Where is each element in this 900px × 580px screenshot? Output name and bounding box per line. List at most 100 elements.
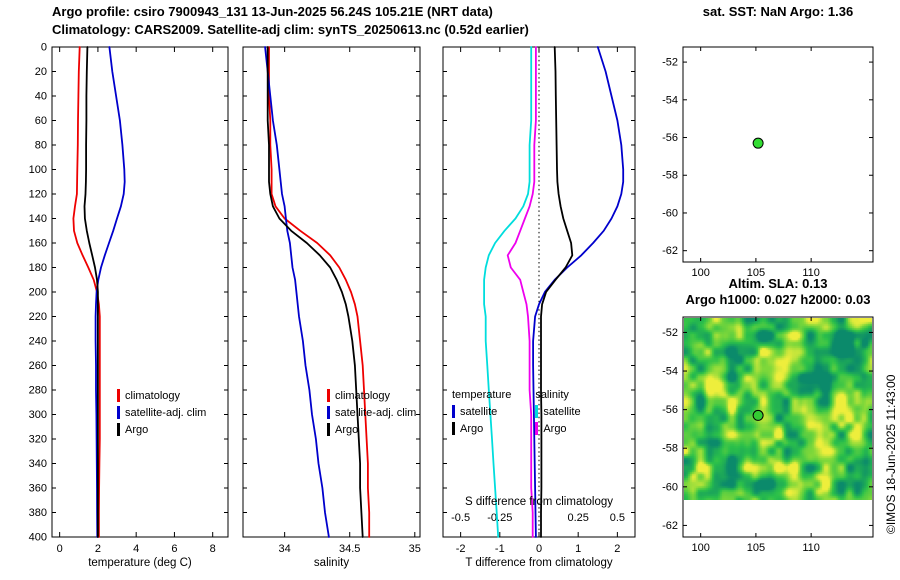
difference-profile-xtick-label: 1	[575, 543, 581, 555]
sla-map-ytick-label: -56	[662, 404, 678, 416]
legend-label: Argo	[335, 423, 359, 436]
s-axis-tick-label: 0.5	[610, 512, 625, 524]
temperature-profile-xtick-label: 4	[133, 543, 139, 555]
legend-column-salinity: salinity satellite Argo	[535, 389, 581, 435]
temperature-profile-xtick-label: 0	[57, 543, 63, 555]
temperature-profile-xtick-label: 2	[95, 543, 101, 555]
sst-map-ytick-label: -62	[662, 245, 678, 257]
sst-map-ytick-label: -60	[662, 207, 678, 219]
sst-map-axes-box	[682, 46, 874, 263]
legend-header-temperature: temperature	[452, 389, 512, 401]
legend-label: satellite	[543, 405, 581, 418]
salinity-profile-xtick-label: 34	[279, 543, 291, 555]
sla-heatmap-canvas	[684, 318, 872, 500]
legend-label: satellite-adj. clim	[125, 406, 207, 419]
depth-tick-label: 280	[29, 385, 47, 397]
temperature-profile-clim-line	[72, 46, 101, 538]
depth-tick-label: 220	[29, 311, 47, 323]
depth-tick-label: 0	[41, 42, 47, 54]
sla-map-xtick-label: 105	[747, 542, 765, 554]
depth-tick-label: 200	[29, 287, 47, 299]
depth-tick-label: 40	[35, 91, 47, 103]
sla-map-title-line2: Argo h1000: 0.027 h2000: 0.03	[685, 292, 871, 307]
sla-map-ytick-label: -54	[662, 366, 678, 378]
argo-line-swatch	[327, 423, 330, 436]
sla-map-title-line1: Altim. SLA: 0.13	[728, 276, 828, 291]
figure-title-line1: Argo profile: csiro 7900943_131 13-Jun-2…	[52, 4, 493, 19]
depth-tick-label: 380	[29, 507, 47, 519]
xlabel-temperature: temperature (deg C)	[88, 557, 192, 569]
difference-profile-t-argo-line	[540, 46, 574, 538]
legend-label: satellite-adj. clim	[335, 406, 417, 419]
depth-tick-label: 120	[29, 189, 47, 201]
depth-tick-label: 400	[29, 532, 47, 544]
legend-label: Argo	[460, 422, 484, 435]
sla-map-xtick-label: 110	[802, 542, 820, 554]
xlabel-salinity: salinity	[313, 557, 350, 569]
satellite-adj-clim-line-swatch	[327, 406, 330, 419]
legend-header-salinity: salinity	[535, 389, 569, 401]
depth-tick-label: 360	[29, 483, 47, 495]
difference-profile-xtick-label: 2	[614, 543, 620, 555]
t-argo-line-swatch	[452, 422, 455, 435]
climatology-line-swatch	[327, 389, 330, 402]
temperature-profile-xtick-label: 8	[210, 543, 216, 555]
s-axis-tick-label: -0.25	[487, 512, 512, 524]
depth-tick-label: 80	[35, 140, 47, 152]
t-satellite-line-swatch	[452, 405, 455, 418]
legend-item-satellite-adj-clim: satellite-adj. clim	[117, 406, 206, 419]
depth-tick-label: 20	[35, 66, 47, 78]
sla-map-ytick-label: -58	[662, 443, 678, 455]
difference-profile-s-argo-line	[506, 46, 537, 538]
argo-line-swatch	[117, 423, 120, 436]
legend-column-temperature: temperature satellite Argo	[452, 389, 511, 435]
sst-map-ytick-label: -52	[662, 57, 678, 69]
copyright-text: ©IMOS 18-Jun-2025 11:43:00	[884, 374, 898, 534]
sst-map-xtick-label: 105	[747, 267, 765, 279]
sst-map-title: sat. SST: NaN Argo: 1.36	[702, 4, 854, 19]
sst-map-xtick-label: 110	[802, 267, 820, 279]
difference-profile-t-sat-line	[532, 46, 625, 538]
s-axis-tick-label: 0.25	[567, 512, 588, 524]
sla-map-ytick-label: -62	[662, 520, 678, 532]
legend-label: climatology	[125, 389, 181, 402]
s-argo-line-swatch	[535, 422, 539, 435]
difference-profile-s-sat-line	[483, 46, 533, 538]
sst-map-ytick-label: -56	[662, 132, 678, 144]
legend-item-argo: Argo	[117, 423, 206, 436]
difference-profile-xtick-label: -2	[456, 543, 466, 555]
legend-item-s-argo: Argo	[535, 422, 580, 435]
depth-tick-label: 300	[29, 409, 47, 421]
sla-map-xtick-label: 100	[691, 542, 709, 554]
depth-tick-label: 60	[35, 115, 47, 127]
sla-map-axes-box	[682, 316, 874, 538]
figure-title-line2: Climatology: CARS2009. Satellite-adj cli…	[52, 22, 529, 37]
difference-profile-xtick-label: -1	[495, 543, 505, 555]
legend-temperature-panel: climatology satellite-adj. clim Argo	[117, 389, 206, 436]
legend-label: satellite	[460, 405, 498, 418]
depth-tick-label: 240	[29, 336, 47, 348]
argo-position-marker	[752, 137, 764, 149]
legend-item-t-satellite: satellite	[452, 405, 511, 418]
sst-map-ytick-label: -58	[662, 170, 678, 182]
legend-item-s-satellite: satellite	[535, 405, 581, 418]
depth-tick-label: 260	[29, 360, 47, 372]
xlabel-t-difference: T difference from climatology	[465, 557, 613, 569]
legend-item-satellite-adj-clim: satellite-adj. clim	[327, 406, 416, 419]
s-axis-tick-label: -0.5	[451, 512, 470, 524]
legend-item-t-argo: Argo	[452, 422, 511, 435]
depth-tick-label: 320	[29, 434, 47, 446]
s-axis-title: S difference from climatology	[464, 496, 614, 508]
sla-map-ytick-label: -60	[662, 481, 678, 493]
legend-label: Argo	[543, 422, 567, 435]
legend-label: climatology	[335, 389, 391, 402]
sla-map-ytick-label: -52	[662, 327, 678, 339]
depth-tick-label: 160	[29, 238, 47, 250]
salinity-profile-xtick-label: 35	[409, 543, 421, 555]
difference-profile-xtick-label: 0	[536, 543, 542, 555]
temperature-profile-xtick-label: 6	[171, 543, 177, 555]
legend-label: Argo	[125, 423, 149, 436]
salinity-profile-argo-line	[266, 46, 364, 538]
legend-item-climatology: climatology	[327, 389, 416, 402]
salinity-profile-xtick-label: 34.5	[339, 543, 360, 555]
